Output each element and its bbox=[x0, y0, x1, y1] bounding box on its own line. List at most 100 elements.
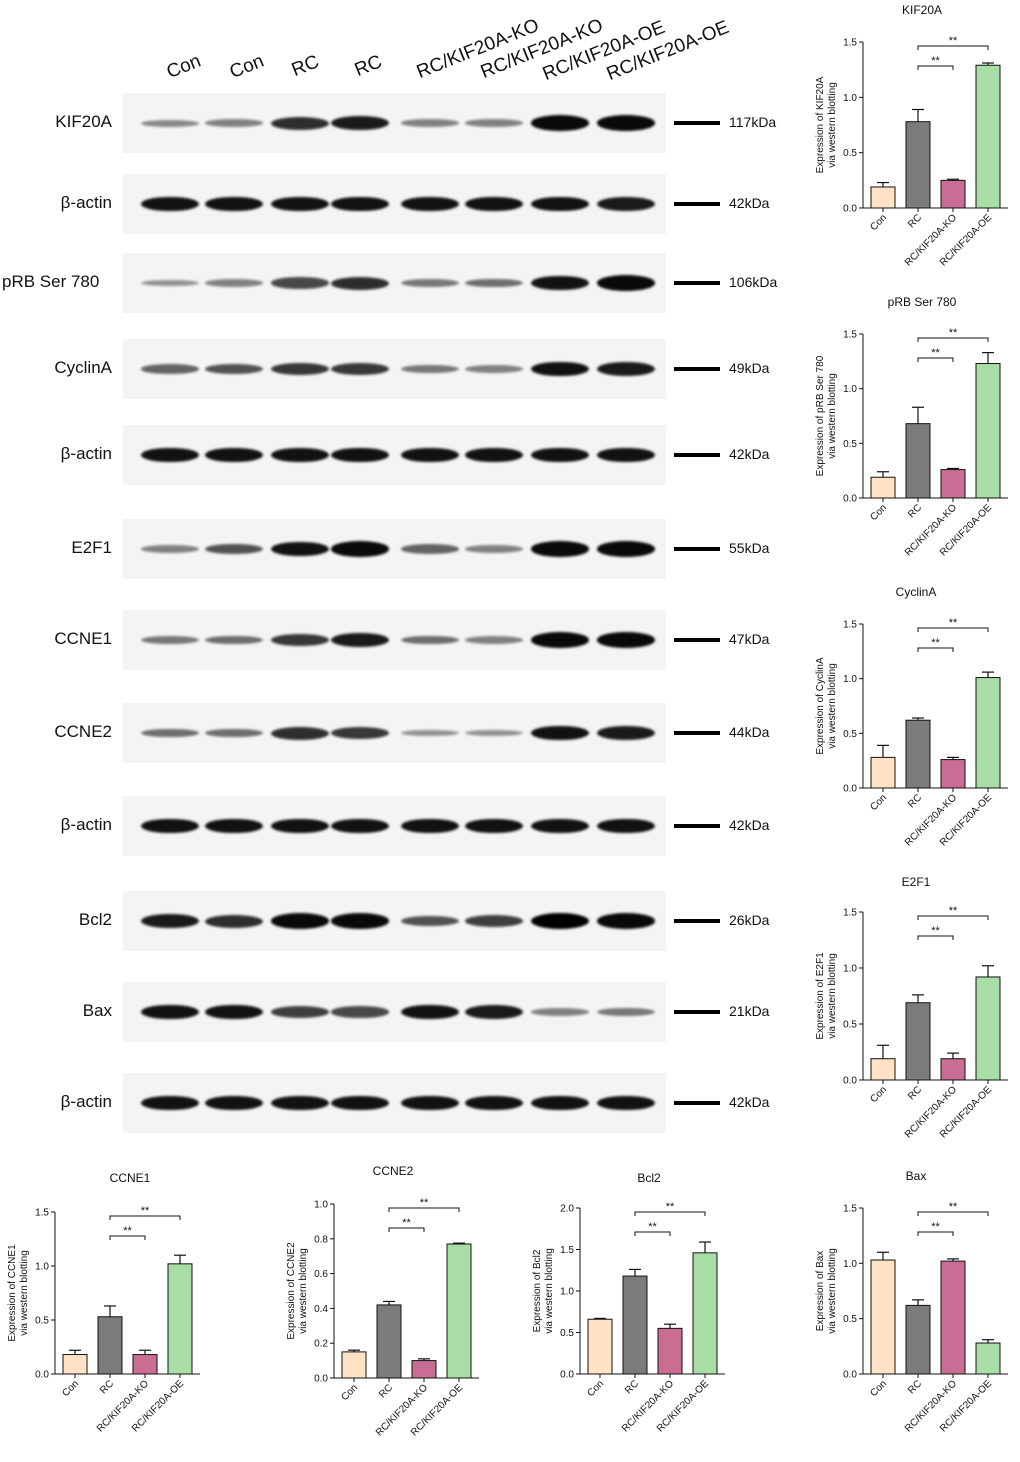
bar-rc-kif20a-oe bbox=[975, 1342, 1001, 1375]
y-tick-label: 1.5 bbox=[560, 1245, 574, 1256]
size-marker-label: 47kDa bbox=[729, 631, 770, 647]
x-tick-label: Con bbox=[585, 1378, 606, 1399]
significance-bracket bbox=[634, 1231, 671, 1236]
y-axis-label: Expression of Bax bbox=[815, 1251, 826, 1332]
chart-title: Bcl2 bbox=[637, 1171, 661, 1185]
bar-rc bbox=[905, 121, 931, 209]
significance-label: ** bbox=[402, 1217, 411, 1229]
bar-rc-kif20a-ko bbox=[940, 759, 966, 789]
blot-band bbox=[597, 447, 655, 463]
bar-chart-kif20a: KIF20A Expression of KIF20A via western bl… bbox=[815, 3, 1008, 268]
y-tick-label: 1.5 bbox=[35, 1208, 49, 1219]
significance-bracket bbox=[917, 1231, 954, 1236]
blot-band bbox=[141, 635, 199, 645]
size-marker-label: 117kDa bbox=[729, 114, 777, 130]
y-tick-label: 0.0 bbox=[843, 1076, 857, 1087]
blot-band bbox=[531, 913, 589, 929]
blot-band bbox=[271, 1095, 329, 1111]
y-axis-label-line2: via western blotting bbox=[298, 1248, 309, 1334]
size-marker-line bbox=[674, 281, 720, 285]
x-tick-label: Con bbox=[868, 212, 889, 233]
blot-band bbox=[141, 818, 199, 834]
blot-band bbox=[465, 915, 523, 927]
y-axis-label: Expression of E2F1 bbox=[815, 952, 826, 1040]
y-tick-label: 0.0 bbox=[314, 1374, 328, 1385]
y-tick-label: 0.0 bbox=[843, 494, 857, 505]
bar-con bbox=[870, 476, 896, 499]
blot-band bbox=[271, 116, 329, 130]
size-marker-line bbox=[674, 638, 720, 642]
blot-band bbox=[401, 729, 459, 737]
significance-bracket bbox=[917, 647, 954, 652]
significance-label: ** bbox=[420, 1197, 429, 1209]
significance-label: ** bbox=[931, 55, 940, 67]
x-tick-label: RC bbox=[98, 1378, 116, 1396]
bar-rc-kif20a-ko bbox=[940, 179, 966, 209]
blot-band bbox=[531, 541, 589, 557]
y-tick-label: 1.0 bbox=[843, 674, 857, 685]
blot-band bbox=[597, 1007, 655, 1017]
blot-band bbox=[331, 276, 389, 290]
size-marker-label: 44kDa bbox=[729, 724, 770, 740]
significance-label: ** bbox=[931, 1221, 940, 1233]
y-tick-label: 0.5 bbox=[843, 1314, 857, 1325]
y-tick-label: 1.0 bbox=[843, 1259, 857, 1270]
blot-band bbox=[271, 913, 329, 929]
significance-label: ** bbox=[949, 35, 958, 47]
bar-chart-e2f1: E2F1 Expression of E2F1 via western blotti… bbox=[815, 875, 1008, 1140]
blot-band bbox=[465, 818, 523, 834]
significance-label: ** bbox=[949, 327, 958, 339]
size-marker-line bbox=[674, 824, 720, 828]
bar-rc-kif20a-oe bbox=[692, 1252, 718, 1375]
blot-band bbox=[271, 362, 329, 376]
blot-band bbox=[331, 726, 389, 740]
x-tick-label: RC bbox=[906, 792, 924, 810]
y-tick-label: 1.0 bbox=[843, 964, 857, 975]
y-tick-label: 0.0 bbox=[843, 784, 857, 795]
bar-rc bbox=[97, 1316, 123, 1375]
blot-band bbox=[141, 545, 199, 553]
y-tick-label: 0.0 bbox=[843, 204, 857, 215]
blot-band bbox=[401, 1095, 459, 1111]
x-tick-label: Con bbox=[868, 792, 889, 813]
bar-rc-kif20a-oe bbox=[975, 363, 1001, 499]
bar-rc-kif20a-oe bbox=[975, 64, 1001, 209]
size-marker-line bbox=[674, 1010, 720, 1014]
significance-bracket bbox=[109, 1235, 146, 1240]
blot-band bbox=[205, 447, 263, 463]
protein-label: β-actin bbox=[60, 444, 112, 463]
blot-band bbox=[465, 119, 523, 127]
protein-label: pRB Ser 780 bbox=[2, 272, 100, 291]
blot-band bbox=[531, 196, 589, 212]
significance-label: ** bbox=[949, 1201, 958, 1213]
significance-bracket bbox=[388, 1227, 425, 1232]
y-axis-label-line2: via western blotting bbox=[19, 1250, 30, 1336]
y-tick-label: 1.0 bbox=[843, 384, 857, 395]
blot-band bbox=[141, 913, 199, 929]
blot-band bbox=[205, 279, 263, 287]
blot-band bbox=[597, 541, 655, 557]
blot-band bbox=[531, 818, 589, 834]
blot-band bbox=[271, 633, 329, 647]
bar-chart-ccne1: CCNE1 Expression of CCNE1 via western blot… bbox=[7, 1171, 200, 1434]
bar-rc-kif20a-ko bbox=[132, 1354, 158, 1375]
bar-rc-kif20a-ko bbox=[940, 469, 966, 499]
y-tick-label: 0.0 bbox=[560, 1370, 574, 1381]
blot-band bbox=[401, 915, 459, 927]
blot-band bbox=[531, 725, 589, 741]
y-tick-label: 1.0 bbox=[314, 1200, 328, 1211]
y-tick-label: 0.5 bbox=[843, 1020, 857, 1031]
blot-band bbox=[531, 361, 589, 377]
blot-band bbox=[141, 119, 199, 127]
blot-band bbox=[331, 196, 389, 212]
bar-rc-kif20a-oe bbox=[975, 976, 1001, 1081]
y-tick-label: 0.5 bbox=[843, 148, 857, 159]
significance-bracket bbox=[917, 337, 989, 342]
blot-band bbox=[141, 728, 199, 738]
bar-con bbox=[870, 1259, 896, 1375]
blot-band bbox=[271, 818, 329, 834]
bar-con bbox=[870, 1058, 896, 1081]
bar-rc-kif20a-ko bbox=[940, 1058, 966, 1081]
blot-band bbox=[141, 279, 199, 287]
bar-chart-ccne2: CCNE2 Expression of CCNE2 via western blot… bbox=[286, 1164, 479, 1438]
